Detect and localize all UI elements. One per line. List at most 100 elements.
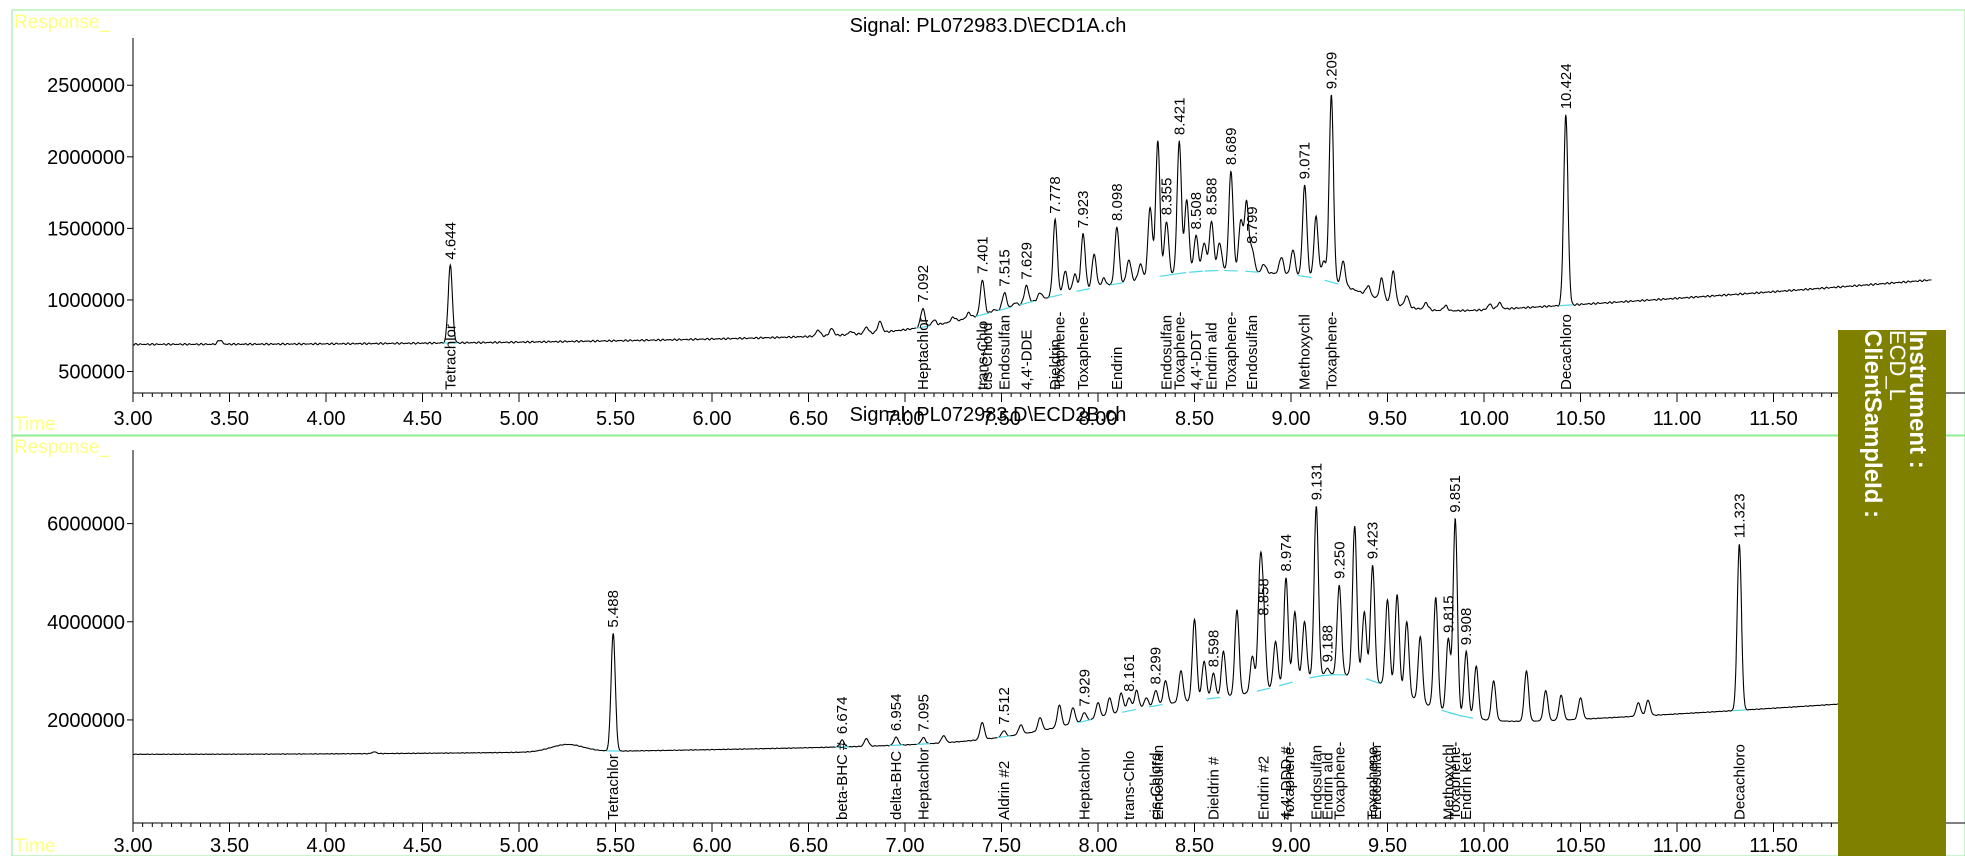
chromatogram-panel-ecd1a: Response_ Time Signal: PL072983.D\ECD1A.… xyxy=(12,10,1965,435)
compound-label: Endosulfan xyxy=(1368,745,1385,820)
peak-rt-label: 11.323 xyxy=(1731,493,1748,538)
compound-label: Decachloro xyxy=(1731,744,1748,820)
x-tick-label: 10.00 xyxy=(1459,408,1509,430)
x-tick-label: 5.00 xyxy=(500,408,539,430)
y-tick-label: 6000000 xyxy=(47,514,125,536)
compound-label: Aldrin #2 xyxy=(996,761,1013,820)
compound-label: Endrin #2 xyxy=(1256,756,1273,820)
x-tick-label: 9.50 xyxy=(1368,408,1407,430)
peak-rt-label: 8.355 xyxy=(1159,178,1176,216)
peak-rt-label: 9.131 xyxy=(1308,463,1325,501)
compound-label: 4,4'-DDE xyxy=(1018,330,1035,390)
compound-label: Endrin ald xyxy=(1204,322,1221,390)
compound-label: Heptachlor xyxy=(915,317,932,390)
compound-label: Toxaphene- xyxy=(1075,312,1092,390)
integration-baseline xyxy=(889,745,903,746)
peak-rt-label: 6.954 xyxy=(888,694,905,732)
integration-baseline xyxy=(1160,274,1174,276)
peak-rt-label: 8.588 xyxy=(1204,178,1221,216)
compound-label: Methoxychl xyxy=(1297,314,1314,390)
peak-rt-label: 8.974 xyxy=(1278,534,1295,572)
plot-area: 500000 1000000 1500000 2000000 2500000 3.00 3.… xyxy=(47,38,1965,430)
chromatogram-panel-ecd2b: Response_ Time Signal: PL072983.D\ECD2B.… xyxy=(12,404,1965,856)
panel-frame xyxy=(12,436,1965,856)
compound-label: Tetrachlor xyxy=(442,324,459,390)
peak-rt-label: 9.250 xyxy=(1331,541,1348,579)
x-tick-label: 9.00 xyxy=(1272,835,1311,856)
peak-rt-label: 4.644 xyxy=(442,222,459,260)
instrument-value: ECD_L xyxy=(1885,330,1910,401)
peak-rt-label: 8.799 xyxy=(1244,206,1261,244)
y-tick-label: 500000 xyxy=(58,362,125,384)
x-tick-label: 10.00 xyxy=(1459,835,1509,856)
y-tick-label: 2000000 xyxy=(47,147,125,169)
y-tick-label: 2000000 xyxy=(47,710,125,732)
x-tick-label: 8.00 xyxy=(1079,835,1118,856)
peak-rt-label: 9.188 xyxy=(1319,625,1336,663)
peak-rt-label: 7.515 xyxy=(996,249,1013,287)
integration-baseline xyxy=(1279,682,1293,686)
compound-label: cis-Chlord xyxy=(979,322,996,390)
x-tick-label: 11.00 xyxy=(1653,408,1702,430)
peak-rt-label: 7.923 xyxy=(1075,191,1092,229)
signal-title: Signal: PL072983.D\ECD2B.ch xyxy=(850,404,1127,426)
peak-rt-label: 7.092 xyxy=(915,265,932,303)
x-tick-label: 5.50 xyxy=(596,835,635,856)
x-tick-label: 4.00 xyxy=(307,408,346,430)
integration-baseline xyxy=(1325,280,1339,284)
compound-label: Endosulfan xyxy=(1150,745,1167,820)
compound-label: Endosulfan xyxy=(996,315,1013,390)
integration-baseline xyxy=(1048,294,1062,297)
x-tick-label: 6.50 xyxy=(789,408,828,430)
compound-label: Tetrachlor xyxy=(605,754,622,820)
integration-baseline xyxy=(917,744,931,745)
integration-baseline xyxy=(1257,688,1271,691)
response-axis-label: Response_ xyxy=(14,437,111,458)
compound-label: Decachloro xyxy=(1558,314,1575,390)
peak-rt-label: 5.488 xyxy=(605,590,622,628)
peak-rt-label: 6.674 xyxy=(834,697,851,735)
x-tick-label: 11.50 xyxy=(1749,835,1798,856)
response-axis-label: Response_ xyxy=(14,12,111,33)
integration-baseline xyxy=(1298,276,1312,278)
compound-label: Heptachlor xyxy=(915,747,932,820)
peak-rt-label: 8.161 xyxy=(1121,654,1138,692)
y-tick-label: 1000000 xyxy=(47,290,125,312)
peak-rt-label: 9.209 xyxy=(1323,52,1340,90)
compound-label: Heptachlor xyxy=(1076,747,1093,820)
sample-info-panel: Instrument : ECD_L ClientSampleId : xyxy=(1838,330,1946,856)
peak-rt-label: 8.858 xyxy=(1256,578,1273,616)
peak-rt-label: 9.423 xyxy=(1365,522,1382,560)
compound-label: Endosulfan xyxy=(1244,315,1261,390)
x-tick-label: 3.00 xyxy=(114,408,153,430)
y-tick-label: 2500000 xyxy=(47,75,125,97)
x-tick-label: 3.50 xyxy=(210,835,249,856)
compound-label: trans-Chlo xyxy=(1121,751,1138,820)
compound-label: Toxaphene- xyxy=(1281,742,1298,820)
peak-rt-label: 9.815 xyxy=(1440,595,1457,633)
x-tick-label: 4.50 xyxy=(403,835,442,856)
x-tick-label: 10.50 xyxy=(1555,408,1605,430)
time-axis-label: Time xyxy=(14,836,56,856)
x-tick-label: 6.00 xyxy=(693,408,732,430)
peak-rt-label: 8.508 xyxy=(1188,192,1205,230)
x-tick-label: 6.00 xyxy=(693,835,732,856)
peak-rt-label: 7.512 xyxy=(996,687,1013,725)
compound-label: 4,4'-DDT xyxy=(1188,330,1205,390)
compound-label: Toxaphene- xyxy=(1331,742,1348,820)
peak-rt-label: 8.098 xyxy=(1109,183,1126,221)
peak-rt-label: 7.095 xyxy=(915,694,932,732)
x-tick-label: 5.50 xyxy=(596,408,635,430)
time-axis-label: Time xyxy=(14,414,56,435)
signal-trace xyxy=(133,507,1931,755)
signal-title: Signal: PL072983.D\ECD1A.ch xyxy=(850,15,1127,37)
x-tick-label: 3.50 xyxy=(210,408,249,430)
x-tick-label: 8.50 xyxy=(1175,408,1214,430)
compound-label: Dieldrin # xyxy=(1205,756,1222,820)
signal-trace xyxy=(133,96,1931,346)
y-tick-label: 1500000 xyxy=(47,218,125,240)
compound-label: delta-BHC xyxy=(888,751,905,820)
